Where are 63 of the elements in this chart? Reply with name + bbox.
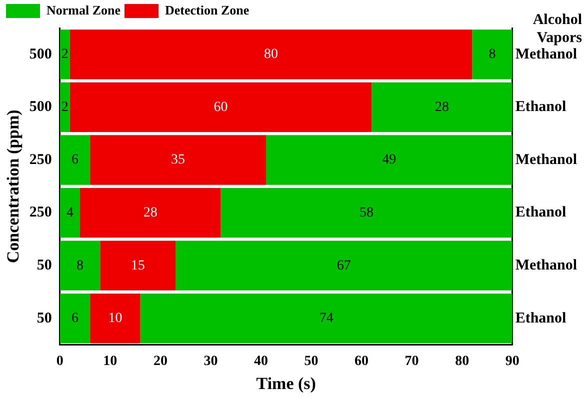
bar xyxy=(70,82,372,132)
bar xyxy=(60,188,80,238)
x-tick-label: 50 xyxy=(304,354,318,369)
data-label: 2 xyxy=(61,47,68,62)
y2-tick-label: Methanol xyxy=(515,46,578,62)
bar xyxy=(70,30,472,80)
bar xyxy=(176,240,512,290)
data-label: 28 xyxy=(143,205,158,220)
x-axis-title: Time (s) xyxy=(256,374,316,394)
bar xyxy=(80,188,221,238)
x-tick-label: 10 xyxy=(103,354,118,369)
x-tick-label: 60 xyxy=(354,354,369,369)
bar xyxy=(60,82,70,132)
y-tick-label: 250 xyxy=(29,204,52,221)
data-label: 49 xyxy=(382,152,396,168)
y-axis-title: Concentration (ppm) xyxy=(4,110,23,264)
y-tick-label: 50 xyxy=(36,257,52,274)
legend-label: Normal Zone xyxy=(46,2,121,18)
x-tick-label: 80 xyxy=(455,354,470,369)
y2-tick-label: Ethanol xyxy=(515,99,566,116)
bar xyxy=(266,135,512,185)
bar xyxy=(472,30,512,80)
data-label: 74 xyxy=(319,311,334,326)
x-tick-label: 20 xyxy=(153,354,168,369)
data-label: 15 xyxy=(130,258,145,274)
x-tick-label: 70 xyxy=(404,354,419,369)
data-label: 8 xyxy=(488,47,496,62)
data-label: 67 xyxy=(336,258,351,274)
y-tick-label: 500 xyxy=(29,46,52,62)
bar xyxy=(60,135,90,185)
data-label: 4 xyxy=(66,205,74,220)
data-label: 35 xyxy=(171,152,186,168)
y2-tick-label: Ethanol xyxy=(515,204,566,221)
y2-tick-label: Methanol xyxy=(515,152,578,168)
y-tick-label: 500 xyxy=(29,99,52,116)
bar xyxy=(220,188,512,238)
x-tick-label: 40 xyxy=(254,354,268,369)
x-tick-label: 0 xyxy=(56,354,64,369)
data-label: 58 xyxy=(360,205,374,220)
x-tick-label: 30 xyxy=(204,354,218,369)
bar xyxy=(100,240,176,290)
data-label: 28 xyxy=(434,100,449,115)
legend-label: Detection Zone xyxy=(165,2,250,18)
data-label: 60 xyxy=(214,100,228,115)
bar xyxy=(90,135,266,185)
data-label: 6 xyxy=(71,152,78,168)
bar xyxy=(60,240,100,290)
y2-tick-label: Methanol xyxy=(515,257,578,274)
y-tick-label: 250 xyxy=(29,152,52,168)
data-label: 6 xyxy=(71,311,78,326)
bar xyxy=(140,294,512,344)
bar xyxy=(372,82,512,132)
bar xyxy=(90,294,140,344)
bar xyxy=(60,30,70,80)
y-tick-label: 50 xyxy=(36,310,52,326)
bar xyxy=(60,294,90,344)
y2-tick-label: Ethanol xyxy=(515,310,566,326)
data-label: 10 xyxy=(108,311,122,326)
x-tick-label: 90 xyxy=(505,354,520,369)
data-label: 80 xyxy=(264,47,278,62)
data-label: 8 xyxy=(76,258,84,274)
data-label: 2 xyxy=(61,100,68,115)
y2-axis-title: Alcohol Vapors xyxy=(532,12,582,46)
